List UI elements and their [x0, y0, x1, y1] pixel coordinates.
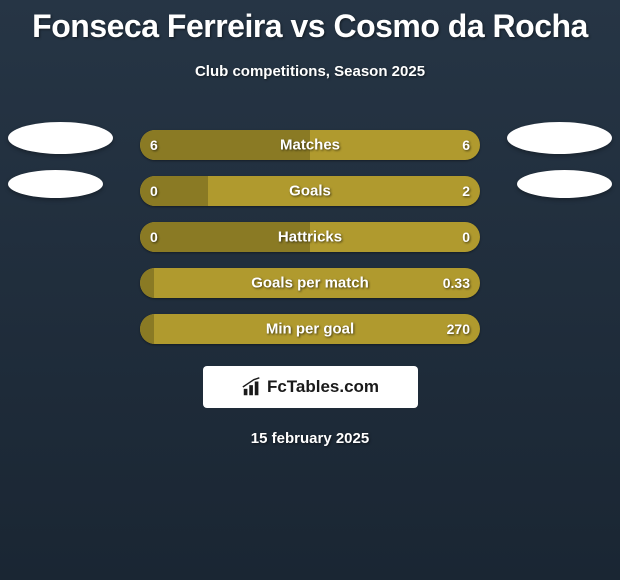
stat-row-matches: 6 Matches 6: [0, 122, 620, 168]
stat-label: Min per goal: [266, 321, 354, 338]
stat-label: Hattricks: [278, 229, 342, 246]
player2-badge-icon: [517, 170, 612, 198]
stat-row-goals-per-match: Goals per match 0.33: [0, 260, 620, 306]
page-subtitle: Club competitions, Season 2025: [0, 63, 620, 80]
stat-bar: 0 Hattricks 0: [140, 222, 480, 252]
stat-bar: 6 Matches 6: [140, 130, 480, 160]
player1-badge-icon: [8, 170, 103, 198]
stat-left-value: 0: [150, 183, 158, 199]
stat-bar: Min per goal 270: [140, 314, 480, 344]
stat-bar-left-fill: [140, 314, 154, 344]
stat-right-value: 6: [462, 137, 470, 153]
stat-bar-left-fill: [140, 268, 154, 298]
stat-bar: Goals per match 0.33: [140, 268, 480, 298]
stat-row-hattricks: 0 Hattricks 0: [0, 214, 620, 260]
stat-right-value: 0: [462, 229, 470, 245]
chart-icon: [241, 376, 263, 398]
stat-row-goals: 0 Goals 2: [0, 168, 620, 214]
page-title: Fonseca Ferreira vs Cosmo da Rocha: [0, 0, 620, 45]
stat-left-value: 0: [150, 229, 158, 245]
stat-label: Goals: [289, 183, 331, 200]
stats-container: 6 Matches 6 0 Goals 2 0 Hattricks 0 Goal…: [0, 122, 620, 352]
stat-row-min-per-goal: Min per goal 270: [0, 306, 620, 352]
fctables-logo[interactable]: FcTables.com: [203, 366, 418, 408]
stat-label: Matches: [280, 137, 340, 154]
stat-right-value: 0.33: [443, 275, 470, 291]
player1-badge-icon: [8, 122, 113, 154]
stat-bar: 0 Goals 2: [140, 176, 480, 206]
stat-label: Goals per match: [251, 275, 369, 292]
stat-left-value: 6: [150, 137, 158, 153]
stat-right-value: 2: [462, 183, 470, 199]
player2-badge-icon: [507, 122, 612, 154]
stat-right-value: 270: [447, 321, 470, 337]
date-text: 15 february 2025: [0, 430, 620, 447]
logo-text: FcTables.com: [267, 377, 379, 397]
